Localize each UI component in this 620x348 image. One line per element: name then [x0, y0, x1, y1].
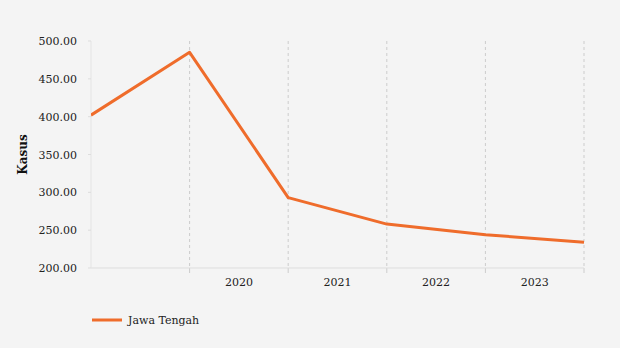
series-line [91, 52, 584, 242]
x-tick-label: 2022 [422, 276, 450, 289]
x-tick-label: 2021 [324, 276, 352, 289]
x-tick [485, 268, 486, 273]
x-tick-label: 2023 [521, 276, 549, 289]
grid-line [584, 41, 585, 268]
chart: 2020 2021 2022 2023 200.00 250.00 300.00 350.00… [0, 0, 620, 348]
x-tick [584, 268, 585, 273]
legend-swatch [92, 319, 122, 322]
legend-label: Jawa Tengah [127, 314, 199, 327]
grid-line [189, 41, 190, 268]
y-tick-label: 200.00 [39, 262, 78, 275]
grid-line [386, 41, 387, 268]
x-tick [386, 268, 387, 273]
x-tick [288, 268, 289, 273]
x-axis [91, 268, 584, 269]
y-tick [88, 230, 91, 231]
y-tick-label: 400.00 [39, 111, 78, 124]
y-tick-label: 350.00 [39, 149, 78, 162]
y-tick-label: 500.00 [39, 35, 78, 48]
plot-area [91, 52, 584, 242]
x-tick-label: 2020 [225, 276, 253, 289]
y-tick-label: 300.00 [39, 186, 78, 199]
x-tick [189, 268, 190, 273]
y-axis-label: Kasus [16, 134, 30, 175]
y-tick [88, 268, 91, 269]
y-tick [88, 116, 91, 117]
y-tick [88, 154, 91, 155]
y-tick-label: 450.00 [39, 73, 78, 86]
grid-line [288, 41, 289, 268]
y-tick [88, 78, 91, 79]
y-tick [88, 192, 91, 193]
y-tick-label: 250.00 [39, 224, 78, 237]
y-tick [88, 41, 91, 42]
